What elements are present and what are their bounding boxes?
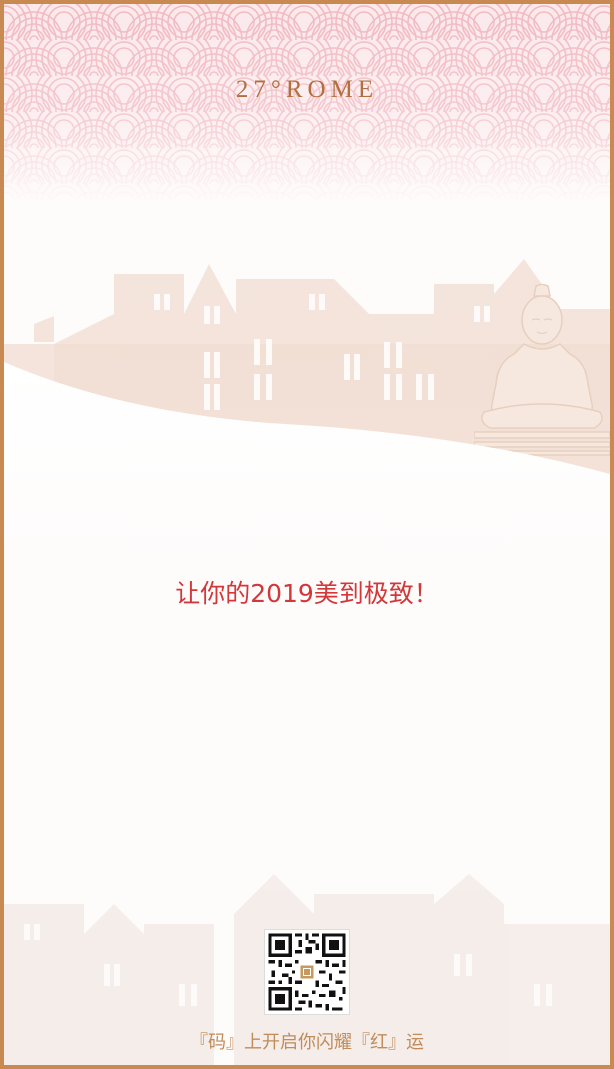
qr-code[interactable] [264, 929, 350, 1015]
flowing-wave [4, 362, 610, 694]
brand-logo: 27°ROME [235, 76, 379, 103]
footer-slogan: 『码』上开启你闪耀『红』运 [190, 1032, 424, 1053]
qr-code-icon [265, 930, 349, 1014]
buddha-statue-icon [474, 284, 610, 456]
bottom-skyline-illustration [4, 874, 610, 1065]
top-wave-pattern [4, 4, 610, 204]
promo-tagline: 让你的2019美到极致！ [175, 579, 439, 608]
brand-seal-icon [300, 965, 314, 979]
